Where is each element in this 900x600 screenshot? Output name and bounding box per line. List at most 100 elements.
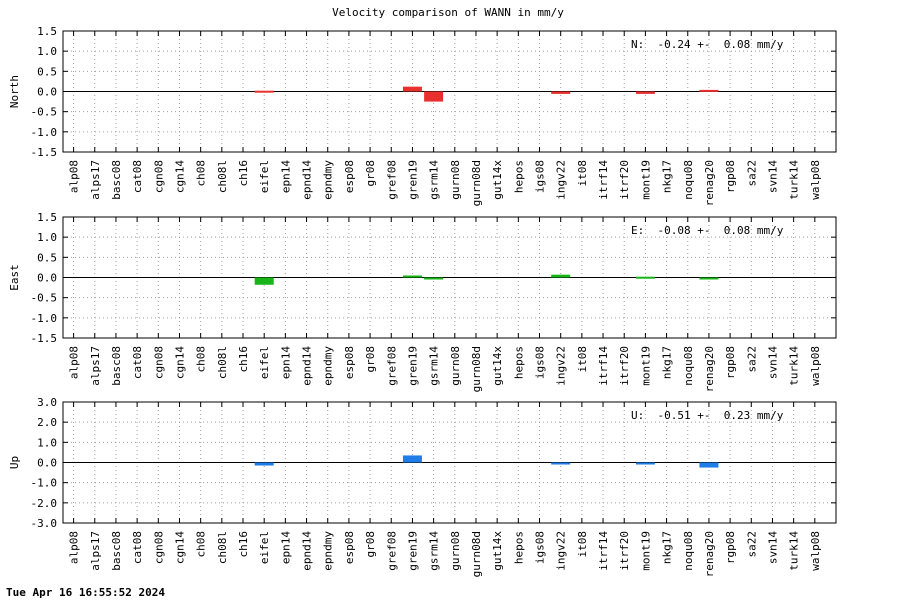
x-tick-label: eifel bbox=[258, 531, 271, 564]
x-tick-label: alp08 bbox=[68, 531, 81, 564]
x-tick-label: gurn08 bbox=[449, 346, 462, 386]
x-tick-label: sa22 bbox=[745, 160, 758, 187]
x-tick-label: gr08 bbox=[364, 531, 377, 558]
x-tick-label: gren19 bbox=[406, 160, 419, 200]
bar-renag20 bbox=[699, 277, 719, 280]
x-tick-label: rgp08 bbox=[724, 160, 737, 193]
summary-annotation: E: -0.08 +- 0.08 mm/y bbox=[631, 224, 784, 237]
x-tick-label: igs08 bbox=[534, 531, 547, 564]
x-tick-label: rgp08 bbox=[724, 531, 737, 564]
x-tick-label: cgn14 bbox=[173, 160, 186, 193]
x-tick-label: itrf14 bbox=[597, 160, 610, 200]
x-tick-label: walp08 bbox=[809, 531, 822, 571]
y-axis-label: North bbox=[8, 75, 21, 108]
x-tick-label: ch08l bbox=[216, 160, 229, 193]
x-tick-label: ch08 bbox=[195, 531, 208, 558]
bar-ingv22 bbox=[551, 91, 571, 94]
x-tick-label: hepos bbox=[512, 160, 525, 193]
x-tick-label: it08 bbox=[576, 346, 589, 373]
x-tick-label: rgp08 bbox=[724, 346, 737, 379]
x-tick-label: itrf20 bbox=[618, 160, 631, 200]
chart-title: Velocity comparison of WANN in mm/y bbox=[332, 6, 564, 19]
y-tick-label: 1.0 bbox=[37, 45, 57, 58]
x-tick-label: itrf20 bbox=[618, 531, 631, 571]
x-tick-label: ch08l bbox=[216, 346, 229, 379]
x-tick-label: epn14 bbox=[279, 160, 292, 193]
x-tick-label: turk14 bbox=[788, 346, 801, 386]
x-tick-label: basc08 bbox=[110, 531, 123, 571]
x-tick-label: igs08 bbox=[534, 346, 547, 379]
x-tick-label: walp08 bbox=[809, 160, 822, 200]
x-tick-label: nkg17 bbox=[661, 531, 674, 564]
panel-up: 3.0 2.0 1.0 0.0 -1.0 -2.0 -3.0 alp08 alps17 basc0… bbox=[8, 396, 837, 577]
x-tick-label: gren19 bbox=[406, 346, 419, 386]
x-tick-label: gsrm14 bbox=[428, 160, 441, 200]
y-tick-label: 1.5 bbox=[37, 25, 57, 38]
y-tick-label: -0.5 bbox=[31, 292, 58, 305]
x-tick-label: gurn08d bbox=[470, 346, 483, 392]
x-tick-label: itrf20 bbox=[618, 346, 631, 386]
y-tick-label: -2.0 bbox=[31, 497, 58, 510]
x-tick-label: nkg17 bbox=[661, 346, 674, 379]
x-tick-label: epnd14 bbox=[301, 160, 314, 200]
x-tick-label: cat08 bbox=[131, 160, 144, 193]
x-tick-label: gut14x bbox=[491, 346, 504, 386]
x-tick-label: nkg17 bbox=[661, 160, 674, 193]
x-tick-label: cat08 bbox=[131, 531, 144, 564]
y-tick-label: -1.0 bbox=[31, 126, 58, 139]
x-tick-label: cgn08 bbox=[152, 346, 165, 379]
x-tick-label: ch16 bbox=[237, 346, 250, 373]
bar-ingv22 bbox=[551, 274, 571, 278]
x-tick-label: esp08 bbox=[343, 531, 356, 564]
x-tick-label: mont19 bbox=[639, 346, 652, 386]
x-tick-label: cgn14 bbox=[173, 531, 186, 564]
plot-border bbox=[62, 216, 837, 339]
x-tick-label: cgn08 bbox=[152, 531, 165, 564]
x-tick-label: renag20 bbox=[703, 160, 716, 206]
x-tick-label: gref08 bbox=[385, 346, 398, 386]
bar-mont19 bbox=[635, 462, 655, 465]
panel-north: 1.5 1.0 0.5 0.0 -0.5 -1.0 -1.5 alp08 alps17 basc0… bbox=[8, 25, 837, 206]
x-tick-label: alp08 bbox=[68, 160, 81, 193]
x-tick-label: ingv22 bbox=[555, 346, 568, 386]
x-tick-label: mont19 bbox=[639, 531, 652, 571]
y-tick-label: 0.5 bbox=[37, 251, 57, 264]
x-tick-label: ingv22 bbox=[555, 160, 568, 200]
bar-mont19 bbox=[635, 276, 655, 279]
y-tick-label: 1.0 bbox=[37, 436, 57, 449]
x-tick-label: gref08 bbox=[385, 160, 398, 200]
y-tick-label: 2.0 bbox=[37, 416, 57, 429]
x-tick-label: epn14 bbox=[279, 346, 292, 379]
x-tick-label: svn14 bbox=[766, 160, 779, 193]
x-tick-label: epndmy bbox=[322, 160, 335, 200]
x-tick-label: ch08l bbox=[216, 531, 229, 564]
y-tick-label: 1.5 bbox=[37, 211, 57, 224]
x-tick-label: eifel bbox=[258, 346, 271, 379]
bar-gren19 bbox=[402, 455, 422, 463]
y-tick-label: -0.5 bbox=[31, 106, 58, 119]
y-tick-label: -1.0 bbox=[31, 312, 58, 325]
x-tick-label: hepos bbox=[512, 531, 525, 564]
x-tick-label: ingv22 bbox=[555, 531, 568, 571]
y-axis-label: Up bbox=[8, 456, 21, 469]
y-tick-label: -1.5 bbox=[31, 332, 58, 345]
x-tick-label: epn14 bbox=[279, 531, 292, 564]
bar-gren19 bbox=[402, 275, 422, 278]
y-tick-label: 1.0 bbox=[37, 231, 57, 244]
x-tick-label: esp08 bbox=[343, 346, 356, 379]
x-tick-label: alps17 bbox=[89, 160, 102, 200]
x-tick-label: turk14 bbox=[788, 160, 801, 200]
timestamp: Tue Apr 16 16:55:52 2024 bbox=[6, 586, 165, 599]
x-tick-label: gurn08d bbox=[470, 160, 483, 206]
bar-eifel bbox=[254, 462, 274, 466]
x-tick-label: cgn08 bbox=[152, 160, 165, 193]
x-tick-label: mont19 bbox=[639, 160, 652, 200]
x-tick-label: gut14x bbox=[491, 160, 504, 200]
bar-renag20 bbox=[699, 89, 719, 92]
bar-eifel bbox=[254, 277, 274, 285]
x-tick-label: gref08 bbox=[385, 531, 398, 571]
x-tick-label: noqu08 bbox=[682, 531, 695, 571]
x-tick-label: alps17 bbox=[89, 531, 102, 571]
x-tick-label: alps17 bbox=[89, 346, 102, 386]
x-tick-label: gr08 bbox=[364, 346, 377, 373]
